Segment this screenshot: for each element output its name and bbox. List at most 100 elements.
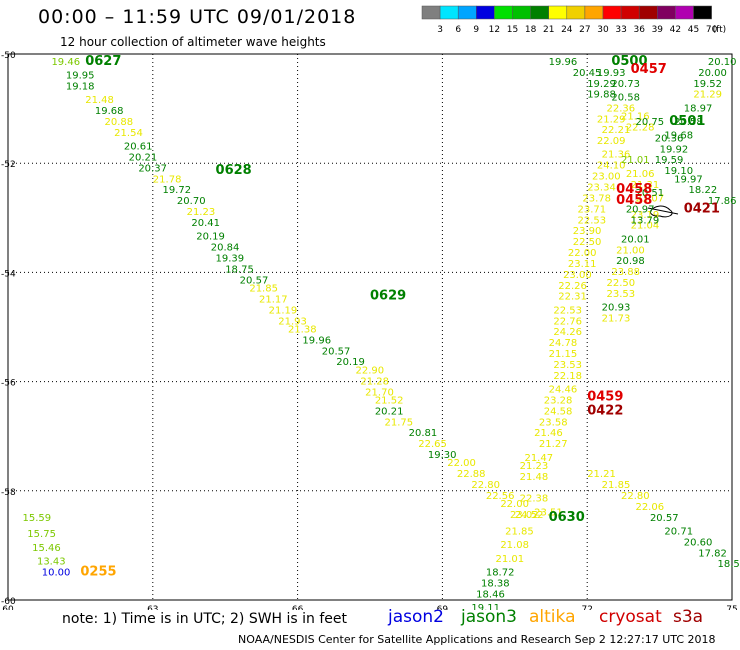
swh-label-jason3: 21.38 (288, 324, 317, 335)
time-label-jason3: 0627 (85, 54, 121, 69)
swh-label-s3a: 19.10 (664, 166, 693, 177)
swh-label-altika: 22.21 (602, 125, 631, 136)
swh-label-s3a: 19.52 (693, 79, 722, 90)
swh-label-jason3: 21.93 (278, 316, 307, 327)
time-label-altika: 0501 (669, 114, 705, 129)
wave-height-chart: 60 63 66 69 72 75 -50 -52 -54 -56 -58 -60 19.46 19.95… (1, 51, 740, 610)
swh-label-altika: 23.28 (544, 395, 573, 406)
time-label-cryosat: 0457 (631, 62, 667, 77)
swh-label-s3a: 21.29 (693, 90, 722, 101)
swh-label-s3a: 19.68 (664, 131, 693, 142)
swh-label-jason3: 22.90 (356, 365, 385, 376)
island-coast-line (647, 207, 679, 215)
swh-label-jason2: 15.46 (32, 543, 61, 554)
swh-label-cryosat: 21.01 (621, 155, 650, 166)
swh-label-cryosat: 21.04 (631, 221, 660, 232)
x-tick-label: 63 (147, 605, 158, 610)
swh-label-jason3: 24.52 (515, 510, 544, 521)
swh-label-cryosat: 21.07 (635, 193, 664, 204)
swh-label-jason3: 22.00 (447, 458, 476, 469)
time-label-jason2: 0255 (80, 564, 116, 579)
swh-label-jason3: 20.60 (684, 537, 713, 548)
swh-label-altika: 21.08 (500, 540, 529, 551)
colorbar-label: 15 (507, 25, 518, 35)
swh-label-altika: 23.58 (539, 417, 568, 428)
swh-label-jason3: 20.84 (211, 243, 240, 254)
swh-label-jason3: 19.30 (428, 450, 457, 461)
swh-label-cryosat: 20.98 (616, 256, 645, 267)
swh-label-cryosat: 23.53 (607, 289, 636, 300)
swh-label-altika: 24.46 (549, 385, 578, 396)
swh-label-jason2: 15.59 (22, 513, 51, 524)
swh-label-jason3: 21.21 (587, 469, 616, 480)
y-tick-label: -52 (1, 160, 16, 170)
swh-label-cryosat: 22.50 (607, 278, 636, 289)
swh-label-altika: 24.26 (553, 327, 582, 338)
time-label-s3a: 0421 (684, 201, 720, 216)
time-label-altika: 0500 (611, 54, 647, 69)
swh-label-altika: 23.71 (578, 204, 607, 215)
swh-label-jason3: 20.19 (196, 232, 225, 243)
swh-label-altika: 22.28 (626, 122, 655, 133)
swh-label-s3a: 20.97 (626, 204, 655, 215)
swh-label-altika: 21.85 (505, 526, 534, 537)
swh-label-jason2: 13.43 (37, 557, 66, 568)
time-label-jason3: 0629 (370, 289, 406, 304)
swh-label-s3a: 19.97 (674, 174, 703, 185)
page-title: 00:00 – 11:59 UTC 09/01/2018 (38, 6, 357, 28)
swh-label-altika: 22.00 (568, 248, 597, 259)
swh-label-jason3: 19.95 (66, 71, 95, 82)
y-tick-label: -58 (1, 488, 16, 498)
swh-label-altika: 24.58 (544, 406, 573, 417)
swh-label-altika: 23.53 (553, 360, 582, 371)
swh-label-altika: 21.29 (597, 114, 626, 125)
swh-label-altika: 21.27 (539, 439, 568, 450)
swh-label-jason3: 22.06 (635, 502, 664, 513)
swh-label-altika: 19.29 (587, 79, 616, 90)
satellite-label-jason2: jason2 (388, 607, 444, 627)
y-tick-label: -54 (1, 269, 16, 279)
swh-label-altika: 20.58 (611, 92, 640, 103)
colorbar-label: 39 (652, 25, 664, 35)
swh-label-jason3: 18.75 (225, 264, 254, 275)
y-tick-label: -60 (1, 597, 16, 607)
colorbar-label: 24 (561, 25, 573, 35)
swh-label-altika: 19.96 (549, 57, 578, 68)
swh-label-altika: 23.34 (587, 183, 616, 194)
swh-label-altika: 22.53 (578, 215, 607, 226)
swh-label-altika: 23.78 (582, 193, 611, 204)
swh-label-altika: 20.36 (655, 133, 684, 144)
swh-label-jason3: 22.88 (457, 469, 486, 480)
swh-label-jason3: 20.57 (650, 513, 679, 524)
colorbar-swatch (693, 5, 712, 20)
satellite-label-cryosat: cryosat (599, 607, 662, 627)
colorbar-label: 33 (615, 25, 626, 35)
swh-label-altika: 20.45 (573, 68, 602, 79)
swh-label-jason3: 21.78 (153, 174, 182, 185)
swh-label-altika: 19.88 (587, 90, 616, 101)
swh-label-altika: 21.16 (621, 112, 650, 123)
y-tick-label: -56 (1, 379, 16, 389)
swh-label-altika: 18.46 (476, 589, 505, 600)
swh-label-altika: 23.02 (510, 510, 539, 521)
page-subtitle: 12 hour collection of altimeter wave hei… (60, 35, 326, 49)
swh-label-altika: 23.00 (563, 270, 592, 281)
colorbar-label: 9 (473, 25, 479, 35)
swh-label-jason3: 22.56 (486, 491, 515, 502)
colorbar-label: 21 (543, 25, 554, 35)
swh-label-jason3: 21.70 (365, 387, 394, 398)
satellite-label-altika: altika (529, 607, 576, 627)
swh-label-altika: 22.09 (597, 136, 626, 147)
swh-label-jason3: 20.57 (322, 346, 351, 357)
time-label-altika: 0630 (549, 510, 585, 525)
y-tick-label: -50 (1, 51, 16, 61)
swh-label-altika: 22.26 (558, 281, 587, 292)
swh-label-jason3: 22.80 (621, 491, 650, 502)
x-tick-label: 72 (581, 605, 592, 610)
x-tick-label: 66 (292, 605, 304, 610)
swh-label-jason3: 20.81 (409, 428, 438, 439)
swh-label-s3a: 20.58 (674, 117, 703, 128)
swh-label-jason3: 21.19 (269, 305, 298, 316)
satellite-label-s3a: s3a (673, 607, 704, 627)
swh-label-jason3: 20.21 (129, 152, 158, 163)
